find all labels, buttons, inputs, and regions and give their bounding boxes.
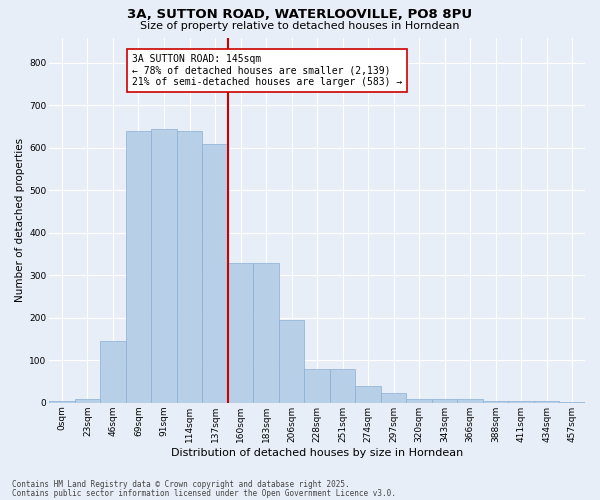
Bar: [534, 400, 559, 403]
Text: Contains public sector information licensed under the Open Government Licence v3: Contains public sector information licen…: [12, 488, 396, 498]
Bar: [100, 341, 126, 403]
Bar: [177, 131, 202, 403]
Bar: [228, 262, 253, 403]
Bar: [355, 386, 381, 403]
Bar: [126, 131, 151, 403]
Bar: [75, 398, 100, 403]
Bar: [279, 320, 304, 403]
Bar: [151, 129, 177, 403]
Bar: [202, 144, 228, 403]
Y-axis label: Number of detached properties: Number of detached properties: [15, 138, 25, 302]
Bar: [457, 398, 483, 403]
Bar: [508, 400, 534, 403]
Bar: [483, 400, 508, 403]
Bar: [49, 400, 75, 403]
Text: Size of property relative to detached houses in Horndean: Size of property relative to detached ho…: [140, 21, 460, 31]
Bar: [432, 398, 457, 403]
Bar: [406, 398, 432, 403]
Bar: [330, 369, 355, 403]
Text: Contains HM Land Registry data © Crown copyright and database right 2025.: Contains HM Land Registry data © Crown c…: [12, 480, 350, 489]
X-axis label: Distribution of detached houses by size in Horndean: Distribution of detached houses by size …: [171, 448, 463, 458]
Bar: [381, 394, 406, 403]
Text: 3A, SUTTON ROAD, WATERLOOVILLE, PO8 8PU: 3A, SUTTON ROAD, WATERLOOVILLE, PO8 8PU: [127, 8, 473, 20]
Text: 3A SUTTON ROAD: 145sqm
← 78% of detached houses are smaller (2,139)
21% of semi-: 3A SUTTON ROAD: 145sqm ← 78% of detached…: [132, 54, 403, 87]
Bar: [304, 369, 330, 403]
Bar: [559, 402, 585, 403]
Bar: [253, 262, 279, 403]
